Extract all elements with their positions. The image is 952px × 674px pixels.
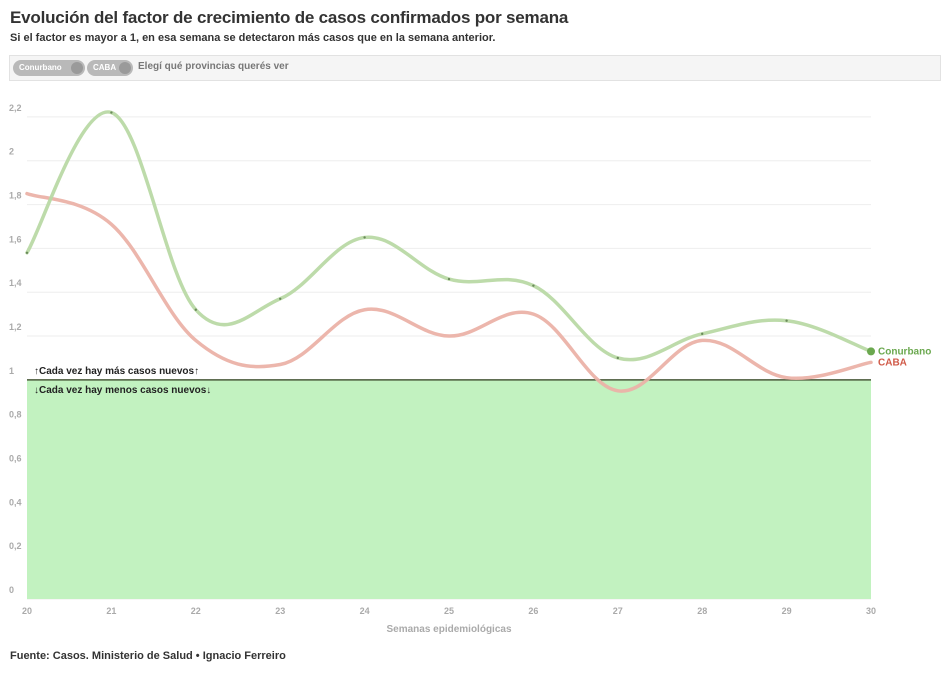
source-credit: Fuente: Casos. Ministerio de Salud • Ign… bbox=[10, 650, 286, 662]
data-point bbox=[110, 111, 113, 114]
y-tick-label: 1,8 bbox=[9, 191, 22, 201]
toggle-knob-icon bbox=[71, 62, 83, 74]
data-point bbox=[785, 319, 788, 322]
y-tick-label: 1,2 bbox=[9, 322, 22, 332]
series-label: Conurbano bbox=[878, 346, 931, 357]
x-tick-label: 24 bbox=[360, 606, 370, 616]
x-tick-label: 26 bbox=[528, 606, 538, 616]
x-tick-label: 25 bbox=[444, 606, 454, 616]
data-point bbox=[447, 277, 451, 281]
filter-pill-label: Conurbano bbox=[19, 63, 62, 72]
filter-pill-caba[interactable]: CABA bbox=[87, 60, 133, 76]
x-tick-label: 30 bbox=[866, 606, 876, 616]
annotation-above: ↑Cada vez hay más casos nuevos↑ bbox=[34, 366, 199, 377]
annotation-below: ↓Cada vez hay menos casos nuevos↓ bbox=[34, 385, 211, 396]
y-axis: 0 0,2 0,4 0,6 0,8 1 1,2 1,4 1,6 1,8 2 2,2 bbox=[9, 103, 22, 595]
chart-title: Evolución del factor de crecimiento de c… bbox=[10, 8, 569, 27]
y-tick-label: 1,6 bbox=[9, 234, 22, 244]
data-point bbox=[867, 347, 875, 356]
y-tick-label: 0,8 bbox=[9, 410, 22, 420]
x-axis: 20 21 22 23 24 25 26 27 28 29 30 bbox=[22, 606, 876, 616]
x-axis-label: Semanas epidemiológicas bbox=[386, 624, 511, 635]
x-tick-label: 21 bbox=[106, 606, 116, 616]
y-tick-label: 2 bbox=[9, 147, 14, 157]
data-point bbox=[701, 332, 704, 336]
y-tick-label: 1,4 bbox=[9, 278, 22, 288]
filter-pill-conurbano[interactable]: Conurbano bbox=[13, 60, 85, 76]
x-tick-label: 22 bbox=[191, 606, 201, 616]
toggle-knob-icon bbox=[119, 62, 131, 74]
below-threshold-area bbox=[27, 379, 871, 599]
x-tick-label: 29 bbox=[782, 606, 792, 616]
filter-pill-label: CABA bbox=[93, 63, 117, 72]
data-point bbox=[363, 236, 366, 239]
x-tick-label: 28 bbox=[697, 606, 707, 616]
x-tick-label: 23 bbox=[275, 606, 285, 616]
y-tick-label: 0,4 bbox=[9, 497, 22, 507]
series-line-caba bbox=[25, 191, 873, 393]
filter-instructions: Elegí qué provincias querés ver bbox=[138, 61, 289, 72]
x-tick-label: 20 bbox=[22, 606, 32, 616]
y-tick-label: 0 bbox=[9, 585, 14, 595]
data-point bbox=[616, 356, 619, 360]
y-tick-label: 0,6 bbox=[9, 454, 22, 464]
province-filter-bar: Conurbano CABA Elegí qué provincias quer… bbox=[9, 55, 941, 81]
y-tick-label: 0,2 bbox=[9, 541, 22, 551]
y-tick-label: 2,2 bbox=[9, 103, 22, 113]
data-point bbox=[279, 297, 282, 300]
data-point bbox=[532, 284, 535, 287]
series-label: CABA bbox=[878, 357, 907, 368]
chart-subtitle: Si el factor es mayor a 1, en esa semana… bbox=[10, 32, 496, 44]
y-tick-label: 1 bbox=[9, 366, 14, 376]
series-line-conurbano bbox=[25, 110, 873, 362]
x-tick-label: 27 bbox=[613, 606, 623, 616]
data-point bbox=[194, 308, 197, 311]
data-point bbox=[25, 251, 29, 254]
